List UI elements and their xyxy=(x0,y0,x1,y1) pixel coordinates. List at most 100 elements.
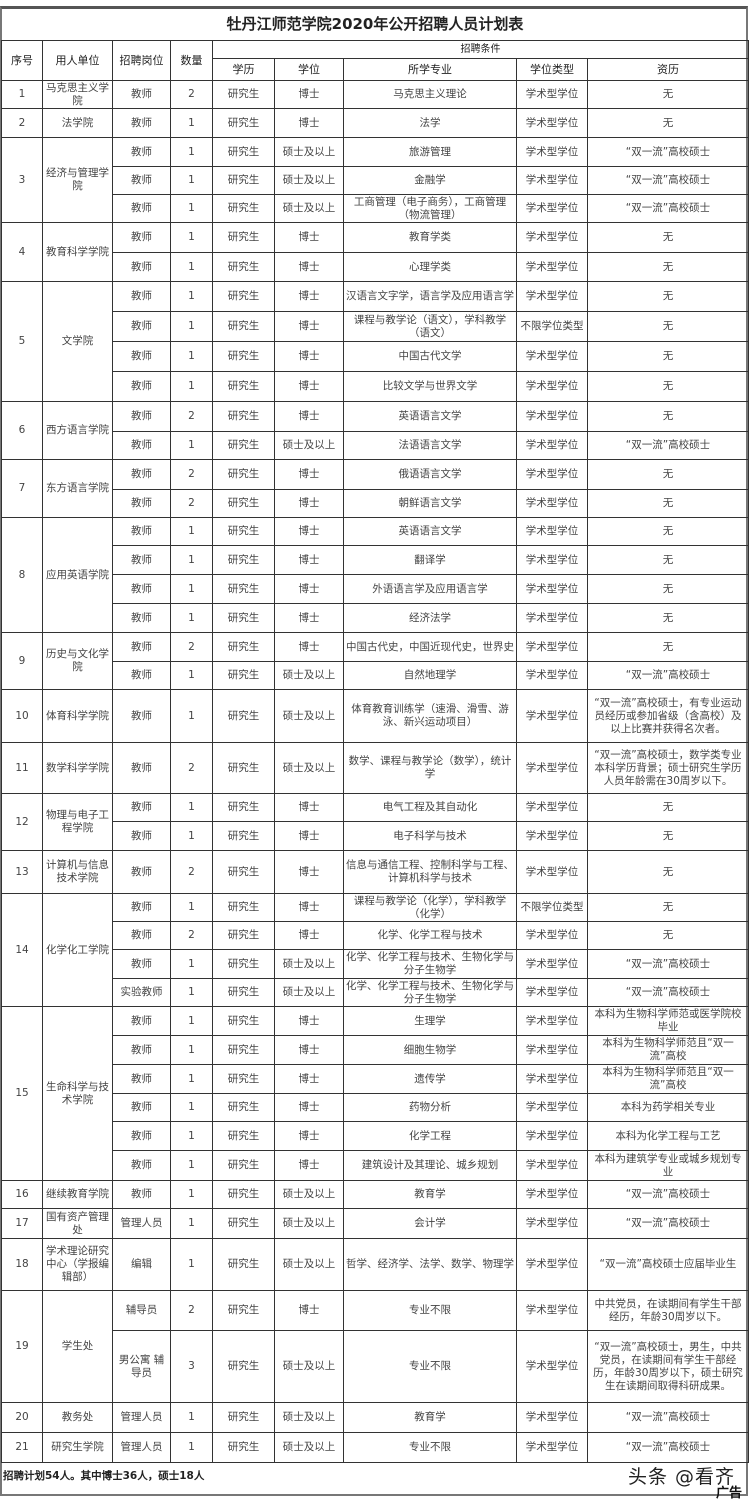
education-cell: 研究生 xyxy=(212,821,275,851)
major-cell: 体育教育训练学（速滑、滑雪、游泳、新兴运动项目） xyxy=(343,689,517,743)
count-cell: 2 xyxy=(170,459,213,490)
education-cell: 研究生 xyxy=(212,689,275,743)
degree-type-cell: 学术型学位 xyxy=(516,821,588,851)
row-number-cell: 19 xyxy=(1,1290,43,1403)
degree-type-cell: 学术型学位 xyxy=(516,194,588,223)
table-row: 16 继续教育学院 教师 1 研究生 硕士及以上 教育学 学术型学位 “双一流”高校硕士 xyxy=(1,1180,749,1209)
qualification-cell: 无 xyxy=(587,821,749,851)
degree-cell: 博士 xyxy=(274,1121,344,1151)
unit-cell: 历史与文化学院 xyxy=(42,632,113,690)
education-cell: 研究生 xyxy=(212,1432,275,1463)
ad-label: 广告 xyxy=(716,1486,743,1501)
degree-type-cell: 学术型学位 xyxy=(516,1432,588,1463)
qualification-cell: 无 xyxy=(587,371,749,402)
table-row: 1 马克思主义学院 教师 2 研究生 博士 马克思主义理论 学术型学位无 xyxy=(1,80,749,109)
major-cell: 化学、化学工程与技术 xyxy=(343,921,517,950)
row-number-cell: 8 xyxy=(1,517,43,633)
table-row: 教师 1 研究生 硕士及以上 工商管理（电子商务），工商管理（物流管理） 学术型学位 “双一… xyxy=(2,194,749,223)
qualification-cell: 本科为生物科学师范或医学院校毕业 xyxy=(587,1006,749,1036)
major-cell: 比较文学与世界文学 xyxy=(343,371,517,402)
education-cell: 研究生 xyxy=(212,1064,275,1094)
post-cell: 教师 xyxy=(112,80,171,109)
post-cell: 教师 xyxy=(112,574,171,604)
count-cell: 1 xyxy=(170,1238,213,1291)
degree-type-cell: 不限学位类型 xyxy=(516,311,588,342)
degree-cell: 博士 xyxy=(274,281,344,312)
table-row: 6 西方语言学院 教师 2 研究生 博士 英语语言文学 学术型学位无 xyxy=(1,401,749,460)
major-cell: 马克思主义理论 xyxy=(343,80,517,109)
header-count: 数量 xyxy=(170,40,213,81)
major-cell: 药物分析 xyxy=(343,1093,517,1122)
post-cell: 教师 xyxy=(112,281,171,312)
major-cell: 金融学 xyxy=(343,166,517,195)
degree-type-cell: 学术型学位 xyxy=(516,341,588,372)
header-unit: 用人单位 xyxy=(42,40,113,81)
major-cell: 法学 xyxy=(343,108,517,138)
row-number-cell: 20 xyxy=(1,1402,43,1433)
degree-type-cell: 学术型学位 xyxy=(516,632,588,662)
count-cell: 1 xyxy=(170,194,213,223)
table-row: 教师 1 研究生 硕士及以上 金融学 学术型学位 “双一流”高校硕士 xyxy=(2,166,749,195)
major-cell: 中国古代史，中国近现代史，世界史 xyxy=(343,632,517,662)
degree-type-cell: 学术型学位 xyxy=(516,80,588,109)
education-cell: 研究生 xyxy=(212,893,275,922)
post-cell: 教师 xyxy=(112,1035,171,1065)
degree-cell: 硕士及以上 xyxy=(274,949,344,979)
qualification-cell: “双一流”高校硕士 xyxy=(587,137,749,167)
unit-cell: 体育科学学院 xyxy=(42,689,113,743)
unit-cell: 经济与管理学院 xyxy=(42,137,113,223)
major-cell: 朝鲜语言文学 xyxy=(343,489,517,518)
major-cell: 电子科学与技术 xyxy=(343,821,517,851)
qualification-cell: “双一流”高校硕士 xyxy=(587,1208,749,1239)
education-cell: 研究生 xyxy=(212,517,275,546)
post-cell: 教师 xyxy=(112,1093,171,1122)
unit-cell: 计算机与信息技术学院 xyxy=(42,850,113,894)
qualification-cell: 无 xyxy=(587,281,749,312)
count-cell: 1 xyxy=(170,1180,213,1209)
degree-cell: 博士 xyxy=(274,1006,344,1036)
major-cell: 化学工程 xyxy=(343,1121,517,1151)
degree-type-cell: 学术型学位 xyxy=(516,793,588,822)
count-cell: 1 xyxy=(170,893,213,922)
education-cell: 研究生 xyxy=(212,1330,275,1403)
post-cell: 教师 xyxy=(112,1006,171,1036)
table-row: 13 计算机与信息技术学院 教师 2 研究生 博士 信息与通信工程、控制科学与工程、计算机科… xyxy=(1,850,749,894)
unit-cell: 数学科学学院 xyxy=(42,742,113,794)
education-cell: 研究生 xyxy=(212,194,275,223)
major-cell: 专业不限 xyxy=(343,1330,517,1403)
post-cell: 教师 xyxy=(112,401,171,432)
education-cell: 研究生 xyxy=(212,545,275,575)
degree-cell: 硕士及以上 xyxy=(274,166,344,195)
count-cell: 2 xyxy=(170,921,213,950)
qualification-cell: “双一流”高校硕士 xyxy=(587,949,749,979)
count-cell: 2 xyxy=(170,742,213,794)
count-cell: 3 xyxy=(170,1330,213,1403)
row-number-cell: 1 xyxy=(1,80,43,109)
count-cell: 1 xyxy=(170,341,213,372)
unit-cell: 学术理论研究中心（学报编辑部） xyxy=(42,1238,113,1291)
degree-cell: 硕士及以上 xyxy=(274,978,344,1007)
count-cell: 1 xyxy=(170,1432,213,1463)
qualification-cell: 无 xyxy=(587,489,749,518)
qualification-cell: “双一流”高校硕士，有专业运动员经历或参加省级（含高校）及以上比赛并获得名次者。 xyxy=(587,689,749,743)
count-cell: 1 xyxy=(170,137,213,167)
row-number-cell: 21 xyxy=(1,1432,43,1463)
row-number-cell: 18 xyxy=(1,1238,43,1291)
major-cell: 细胞生物学 xyxy=(343,1035,517,1065)
degree-type-cell: 学术型学位 xyxy=(516,137,588,167)
education-cell: 研究生 xyxy=(212,108,275,138)
table-row: 教师 1 研究生 硕士及以上 自然地理学 学术型学位 “双一流”高校硕士 xyxy=(2,661,749,690)
education-cell: 研究生 xyxy=(212,1150,275,1181)
qualification-cell: “双一流”高校硕士应届毕业生 xyxy=(587,1238,749,1291)
unit-cell: 生命科学与技术学院 xyxy=(42,1006,113,1181)
post-cell: 教师 xyxy=(112,222,171,253)
table-row: 教师 1 研究生 博士 翻译学 学术型学位无 xyxy=(2,545,749,575)
count-cell: 1 xyxy=(170,108,213,138)
degree-cell: 硕士及以上 xyxy=(274,431,344,460)
qualification-cell: 无 xyxy=(587,850,749,894)
recruitment-table: 序号 用人单位 招聘岗位 数量 招聘条件 学历 学位 所学专业 学位类型 资历 … xyxy=(1,40,749,1463)
unit-cell: 化学化工学院 xyxy=(42,893,113,1007)
degree-type-cell: 学术型学位 xyxy=(516,949,588,979)
degree-type-cell: 学术型学位 xyxy=(516,459,588,490)
unit-cell: 教育科学学院 xyxy=(42,222,113,282)
